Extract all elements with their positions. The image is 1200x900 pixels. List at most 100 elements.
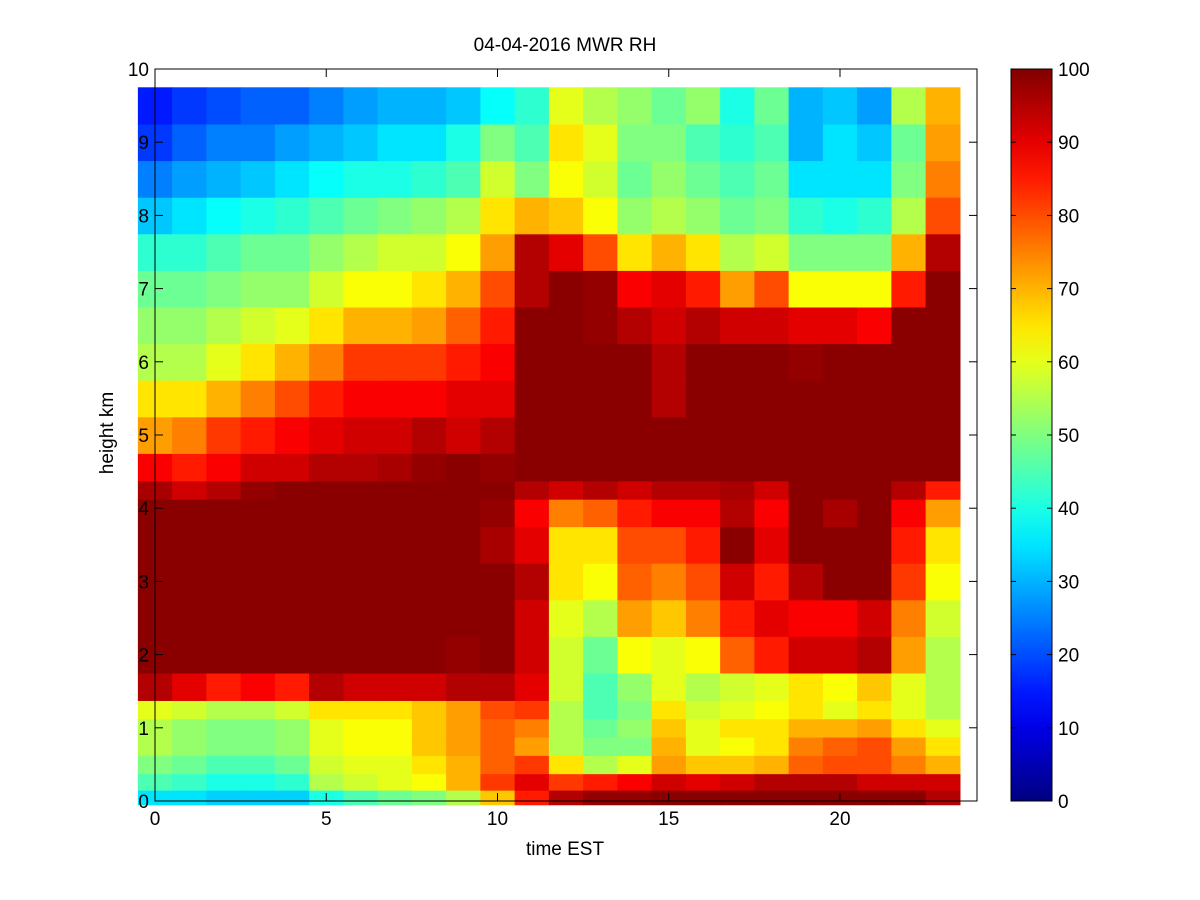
heatmap-cell <box>240 453 276 482</box>
y-tick-label: 2 <box>138 646 149 667</box>
heatmap-cell <box>651 773 687 791</box>
heatmap-cell <box>480 718 516 738</box>
heatmap-cell <box>651 87 687 125</box>
heatmap-cell <box>651 160 687 198</box>
heatmap-cell <box>309 306 344 345</box>
heatmap-cell <box>309 599 344 637</box>
heatmap-cell <box>925 563 961 601</box>
y-tick-label: 1 <box>138 719 149 740</box>
heatmap-cell <box>857 306 892 345</box>
heatmap-cell <box>514 672 550 701</box>
heatmap-cell <box>514 87 550 125</box>
heatmap-cell <box>891 672 927 701</box>
heatmap-cell <box>822 563 858 601</box>
heatmap-cell <box>617 499 653 528</box>
heatmap-cell <box>480 123 516 162</box>
heatmap-cell <box>480 563 516 601</box>
heatmap-cell <box>446 343 481 381</box>
heatmap-cell <box>309 380 344 418</box>
heatmap-cell <box>411 416 447 454</box>
heatmap-cell <box>343 672 379 701</box>
heatmap-cell <box>514 700 550 720</box>
heatmap-cell <box>240 197 276 235</box>
heatmap-cell <box>651 736 687 756</box>
heatmap-cell <box>720 636 755 674</box>
heatmap-cell <box>788 773 824 791</box>
heatmap-cell <box>685 700 721 720</box>
heatmap-cell <box>548 672 584 701</box>
heatmap-cell <box>514 636 550 674</box>
heatmap-cell <box>377 790 413 806</box>
heatmap-cell <box>377 480 413 500</box>
heatmap-cell <box>480 306 516 345</box>
heatmap-cell <box>309 526 344 564</box>
heatmap-cell <box>343 700 379 720</box>
heatmap-cell <box>720 306 755 345</box>
heatmap-cell <box>857 270 892 308</box>
y-axis-label: height km <box>97 392 118 474</box>
heatmap-cell <box>411 306 447 345</box>
heatmap-cell <box>857 380 892 418</box>
heatmap-cell <box>274 736 310 756</box>
heatmap-cell <box>822 380 858 418</box>
heatmap-cell <box>480 453 516 482</box>
heatmap-cell <box>343 790 379 806</box>
heatmap-cell <box>446 233 481 271</box>
heatmap-cell <box>617 480 653 500</box>
heatmap-cell <box>925 233 961 271</box>
heatmap-cell <box>754 306 790 345</box>
heatmap-cell <box>172 736 207 756</box>
heatmap-cell <box>891 233 927 271</box>
heatmap-cell <box>172 416 207 454</box>
heatmap-cell <box>720 480 755 500</box>
heatmap-cell <box>172 160 207 198</box>
heatmap-cell <box>651 416 687 454</box>
heatmap-cell <box>583 773 618 791</box>
heatmap-cell <box>514 499 550 528</box>
y-tick-label: 3 <box>138 572 149 593</box>
heatmap-cell <box>446 123 481 162</box>
heatmap-cell <box>822 480 858 500</box>
heatmap-cell <box>240 499 276 528</box>
heatmap-cell <box>685 453 721 482</box>
heatmap-cell <box>411 672 447 701</box>
heatmap-cell <box>480 380 516 418</box>
heatmap-cell <box>925 736 961 756</box>
heatmap-cell <box>583 343 618 381</box>
heatmap-cell <box>240 773 276 791</box>
heatmap-cell <box>617 526 653 564</box>
heatmap-cell <box>857 87 892 125</box>
heatmap-cell <box>857 416 892 454</box>
colorbar: 0 10 20 30 40 50 60 70 80 90 100 <box>1010 60 1090 813</box>
heatmap-cell <box>172 480 207 500</box>
heatmap-cell <box>720 736 755 756</box>
heatmap-cell <box>548 755 584 775</box>
heatmap-cell <box>411 718 447 738</box>
heatmap-cell <box>446 160 481 198</box>
heatmap-cell <box>411 270 447 308</box>
heatmap-cell <box>411 790 447 806</box>
heatmap-cell <box>891 755 927 775</box>
heatmap-cell <box>343 526 379 564</box>
heatmap-cell <box>685 636 721 674</box>
heatmap-cell <box>583 563 618 601</box>
heatmap-cell <box>925 480 961 500</box>
heatmap-cell <box>240 306 276 345</box>
colorbar-tick-label: 10 <box>1058 719 1079 740</box>
heatmap-cell <box>788 755 824 775</box>
heatmap-cell <box>274 453 310 482</box>
heatmap-cell <box>720 123 755 162</box>
colorbar-tick-label: 60 <box>1058 353 1079 374</box>
colorbar-tick-label: 0 <box>1058 792 1069 813</box>
heatmap-cell <box>788 270 824 308</box>
heatmap-cell <box>617 790 653 806</box>
heatmap-cell <box>720 233 755 271</box>
heatmap-cell <box>720 197 755 235</box>
heatmap-cell <box>685 480 721 500</box>
heatmap-cell <box>206 773 242 791</box>
heatmap-cell <box>411 197 447 235</box>
heatmap-cell <box>583 453 618 482</box>
heatmap-cell <box>343 306 379 345</box>
heatmap-cell <box>377 755 413 775</box>
heatmap-cell <box>754 790 790 806</box>
